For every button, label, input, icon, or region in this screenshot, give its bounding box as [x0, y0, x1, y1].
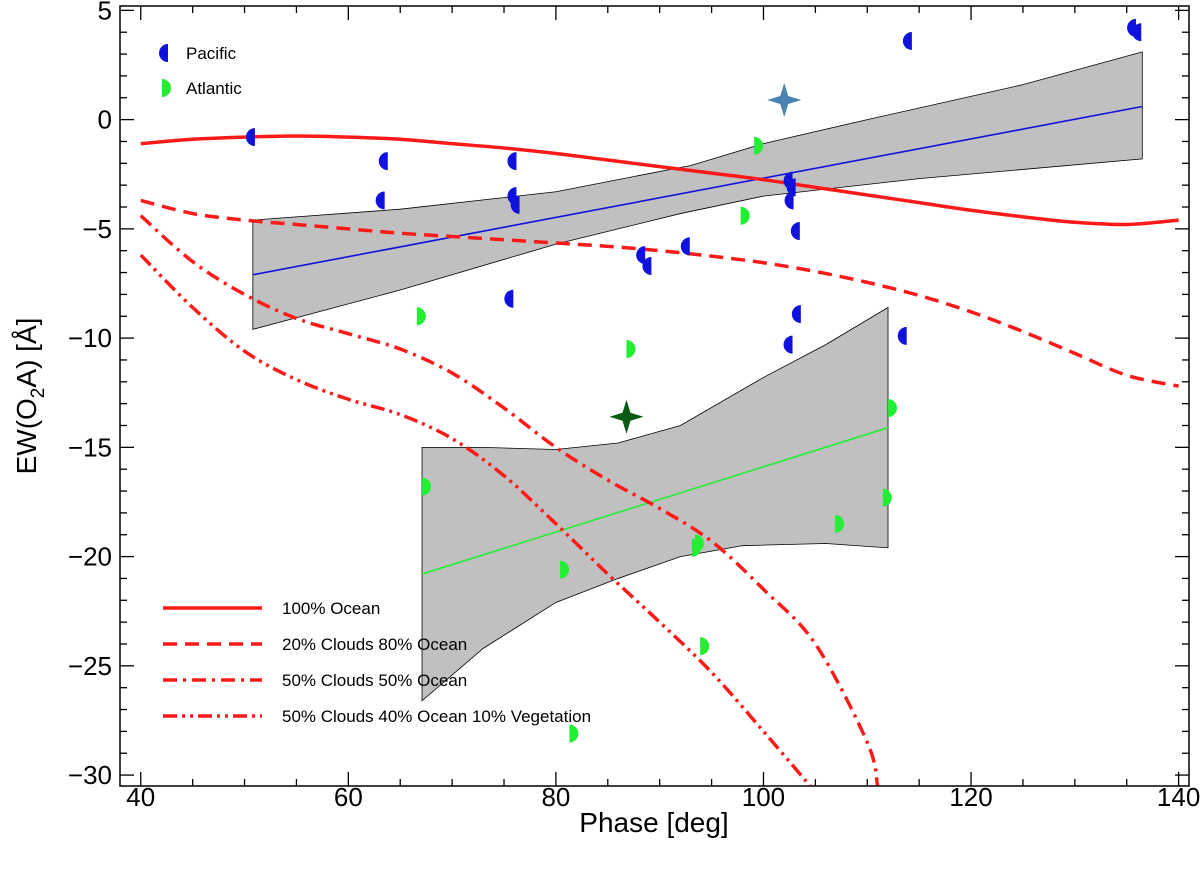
y-axis-title-sub: 2 — [28, 388, 49, 399]
pacific-point — [680, 237, 690, 256]
legend-line-label-2: 20% Clouds 80% Ocean — [282, 635, 467, 654]
plot-frame — [119, 5, 1190, 787]
atlantic-point — [882, 488, 892, 507]
atlantic-point — [888, 399, 898, 418]
y-tick-label: −5 — [82, 214, 112, 244]
legend: Pacific Atlantic 100% Ocean 20% Clouds 80% … — [159, 44, 591, 726]
fit-lines — [252, 105, 1143, 575]
model-curve-1 — [140, 134, 1179, 227]
pacific-point — [507, 152, 517, 171]
y-tick-label: −20 — [68, 542, 112, 572]
atlantic-fit-line — [421, 426, 889, 575]
confidence-bands — [252, 51, 1143, 702]
x-tick-label: 80 — [541, 782, 570, 812]
y-tick-label: −15 — [68, 432, 112, 462]
legend-line-label-4: 50% Clouds 40% Ocean 10% Vegetation — [282, 707, 591, 726]
x-axis-title: Phase [deg] — [579, 807, 728, 838]
y-tick-label: −30 — [68, 760, 112, 790]
x-tick-label: 120 — [949, 782, 992, 812]
pacific-point — [378, 152, 388, 171]
atlantic-point — [740, 206, 750, 225]
legend-marker-atlantic — [162, 79, 171, 97]
pacific-star — [767, 82, 802, 117]
model-curves — [139, 134, 1179, 786]
atlantic-point — [422, 477, 432, 496]
x-tick-label: 140 — [1157, 782, 1200, 812]
y-tick-label: 5 — [98, 0, 112, 25]
y-tick-label: −10 — [68, 323, 112, 353]
pacific-point — [791, 305, 801, 324]
axes: 40 60 80 100 120 140 5 0 −5 −10 −15 −20 −25 −30 — [68, 0, 1200, 812]
pacific-point — [783, 335, 793, 354]
pacific-point — [897, 326, 907, 345]
pacific-point — [636, 246, 646, 265]
pacific-point — [510, 195, 520, 214]
data-points — [245, 18, 1142, 743]
y-axis-title-post: A) [Å] — [11, 318, 42, 388]
pacific-point — [642, 257, 652, 275]
legend-label-pacific: Pacific — [186, 44, 237, 63]
pacific-fit-line — [252, 105, 1143, 276]
atlantic-point — [700, 637, 710, 656]
y-axis-title: EW(O2A) [Å] — [11, 318, 49, 475]
pacific-point — [790, 222, 800, 241]
x-tick-label: 40 — [126, 782, 155, 812]
atlantic-point — [560, 560, 570, 579]
pacific-point — [375, 191, 385, 210]
x-tick-label: 60 — [334, 782, 363, 812]
atlantic-point — [694, 534, 704, 553]
atlantic-point — [835, 514, 845, 533]
legend-label-atlantic: Atlantic — [186, 79, 242, 98]
atlantic-star — [609, 399, 644, 434]
pacific-point — [504, 289, 514, 308]
atlantic-point — [754, 136, 764, 155]
atlantic-point — [569, 724, 579, 743]
pacific-point — [1132, 23, 1142, 42]
pacific-point — [902, 31, 912, 50]
pacific-point — [245, 128, 255, 147]
atlantic-point — [416, 307, 426, 326]
y-axis-title-pre: EW(O — [11, 398, 42, 474]
atlantic-point — [626, 340, 636, 359]
legend-line-label-1: 100% Ocean — [282, 599, 380, 618]
model-curve-4 — [139, 253, 812, 786]
y-tick-label: 0 — [98, 105, 112, 135]
pacific-point — [784, 191, 794, 210]
atlantic-fit-band — [421, 306, 889, 702]
y-tick-label: −25 — [68, 651, 112, 681]
legend-line-label-3: 50% Clouds 50% Ocean — [282, 671, 467, 690]
legend-marker-pacific — [159, 44, 168, 62]
x-tick-label: 100 — [742, 782, 785, 812]
model-curve-3 — [139, 214, 880, 786]
